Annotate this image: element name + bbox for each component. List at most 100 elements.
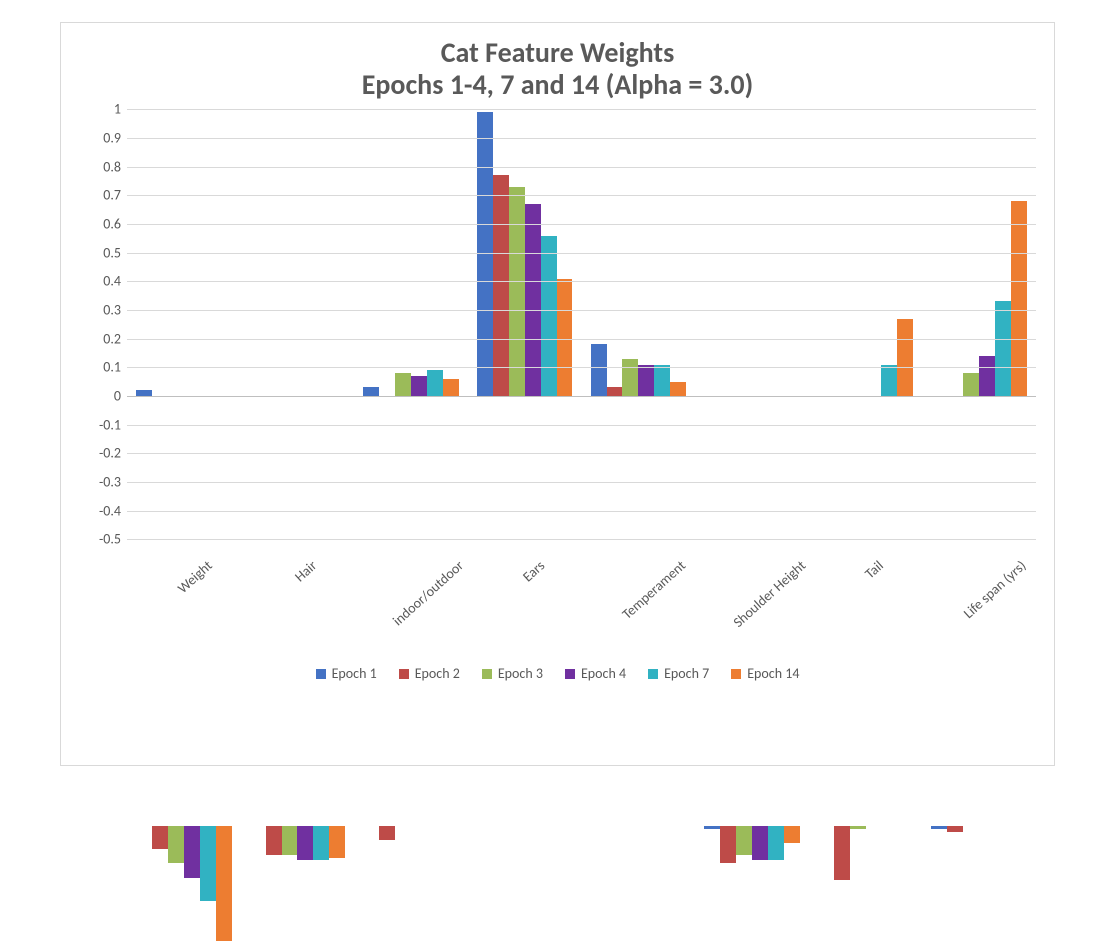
category-group bbox=[695, 109, 809, 539]
y-tick-label: -0.2 bbox=[79, 445, 121, 462]
bar-rect bbox=[752, 826, 768, 860]
bar-rect bbox=[720, 826, 736, 863]
category-group bbox=[354, 109, 468, 539]
y-tick-label: -0.4 bbox=[79, 502, 121, 519]
bar-group bbox=[241, 109, 355, 539]
y-tick-label: 0.9 bbox=[79, 130, 121, 147]
legend-swatch bbox=[565, 669, 575, 679]
bar-group bbox=[809, 109, 923, 539]
category-group bbox=[809, 109, 923, 539]
chart-title-line1: Cat Feature Weights bbox=[61, 37, 1054, 69]
legend-swatch bbox=[482, 669, 492, 679]
gridline bbox=[127, 253, 1036, 254]
gridline bbox=[127, 167, 1036, 168]
bar-group bbox=[354, 109, 468, 539]
bar-rect bbox=[784, 826, 800, 843]
category-group bbox=[127, 109, 241, 539]
legend-swatch bbox=[316, 669, 326, 679]
bar-rect bbox=[834, 826, 850, 880]
bar-rect bbox=[557, 279, 573, 397]
chart-title-line2: Epochs 1-4, 7 and 14 (Alpha = 3.0) bbox=[61, 69, 1054, 101]
y-tick-label: 1 bbox=[79, 101, 121, 118]
bar-rect bbox=[152, 826, 168, 849]
x-tick-label: Hair bbox=[241, 539, 355, 659]
y-tick-label: 0.5 bbox=[79, 244, 121, 261]
bar-group bbox=[468, 109, 582, 539]
bar-group bbox=[582, 109, 696, 539]
plot-area: 10.90.80.70.60.50.40.30.20.10-0.1-0.2-0.… bbox=[127, 109, 1036, 539]
x-tick-label: Temperament bbox=[582, 539, 696, 659]
x-tick-label: indoor/outdoor bbox=[354, 539, 468, 659]
bar-rect bbox=[850, 826, 866, 829]
bar-rect bbox=[670, 382, 686, 396]
y-tick-label: -0.3 bbox=[79, 474, 121, 491]
legend-label: Epoch 7 bbox=[664, 665, 709, 682]
bar-rect bbox=[493, 175, 509, 396]
bar-rect bbox=[638, 365, 654, 397]
gridline bbox=[127, 310, 1036, 311]
category-group bbox=[468, 109, 582, 539]
bar-rect bbox=[329, 826, 345, 858]
bar-rect bbox=[379, 826, 395, 840]
category-group bbox=[922, 109, 1036, 539]
x-axis-labels: WeightHairindoor/outdoorEarsTemperamentS… bbox=[127, 539, 1036, 659]
bar-rect bbox=[395, 373, 411, 396]
bar-rect bbox=[200, 826, 216, 901]
category-group bbox=[582, 109, 696, 539]
bar-rect bbox=[266, 826, 282, 855]
gridline bbox=[127, 339, 1036, 340]
bar-rect bbox=[184, 826, 200, 878]
y-tick-label: 0.1 bbox=[79, 359, 121, 376]
legend-label: Epoch 14 bbox=[747, 665, 799, 682]
gridline bbox=[127, 453, 1036, 454]
gridline bbox=[127, 281, 1036, 282]
gridline bbox=[127, 367, 1036, 368]
bar-rect bbox=[963, 373, 979, 396]
category-group bbox=[241, 109, 355, 539]
x-axis-line bbox=[127, 396, 1036, 397]
y-tick-label: 0.3 bbox=[79, 302, 121, 319]
bar-rect bbox=[313, 826, 329, 860]
bar-rect bbox=[411, 376, 427, 396]
bar-rect bbox=[881, 365, 897, 397]
bar-group bbox=[127, 109, 241, 539]
bar-rect bbox=[622, 359, 638, 396]
bar-rect bbox=[897, 319, 913, 396]
y-tick-label: 0.4 bbox=[79, 273, 121, 290]
gridline bbox=[127, 224, 1036, 225]
bar-rect bbox=[363, 387, 379, 396]
y-tick-label: 0.8 bbox=[79, 158, 121, 175]
bar-rect bbox=[704, 826, 720, 829]
gridline bbox=[127, 511, 1036, 512]
gridline bbox=[127, 482, 1036, 483]
legend-swatch bbox=[731, 669, 741, 679]
categories-row bbox=[127, 109, 1036, 539]
bar-rect bbox=[736, 826, 752, 855]
legend-swatch bbox=[399, 669, 409, 679]
bar-rect bbox=[541, 236, 557, 397]
bar-rect bbox=[995, 301, 1011, 396]
legend: Epoch 1Epoch 2Epoch 3Epoch 4Epoch 7Epoch… bbox=[61, 665, 1054, 682]
gridline bbox=[127, 425, 1036, 426]
legend-item: Epoch 7 bbox=[648, 665, 709, 682]
legend-swatch bbox=[648, 669, 658, 679]
x-tick-label: Life span (yrs) bbox=[922, 539, 1036, 659]
plot-wrap: 10.90.80.70.60.50.40.30.20.10-0.1-0.2-0.… bbox=[79, 109, 1036, 659]
bar-rect bbox=[282, 826, 298, 855]
bar-rect bbox=[427, 370, 443, 396]
bar-rect bbox=[297, 826, 313, 860]
bar-rect bbox=[931, 826, 947, 829]
bar-rect bbox=[768, 826, 784, 860]
y-tick-label: 0.6 bbox=[79, 216, 121, 233]
gridline bbox=[127, 109, 1036, 110]
x-tick-label: Tail bbox=[809, 539, 923, 659]
y-tick-label: -0.5 bbox=[79, 531, 121, 548]
gridline bbox=[127, 138, 1036, 139]
bar-group bbox=[922, 109, 1036, 539]
legend-label: Epoch 2 bbox=[415, 665, 460, 682]
y-tick-label: -0.1 bbox=[79, 416, 121, 433]
legend-label: Epoch 1 bbox=[332, 665, 377, 682]
bar-rect bbox=[591, 344, 607, 396]
y-tick-label: 0 bbox=[79, 388, 121, 405]
legend-item: Epoch 1 bbox=[316, 665, 377, 682]
